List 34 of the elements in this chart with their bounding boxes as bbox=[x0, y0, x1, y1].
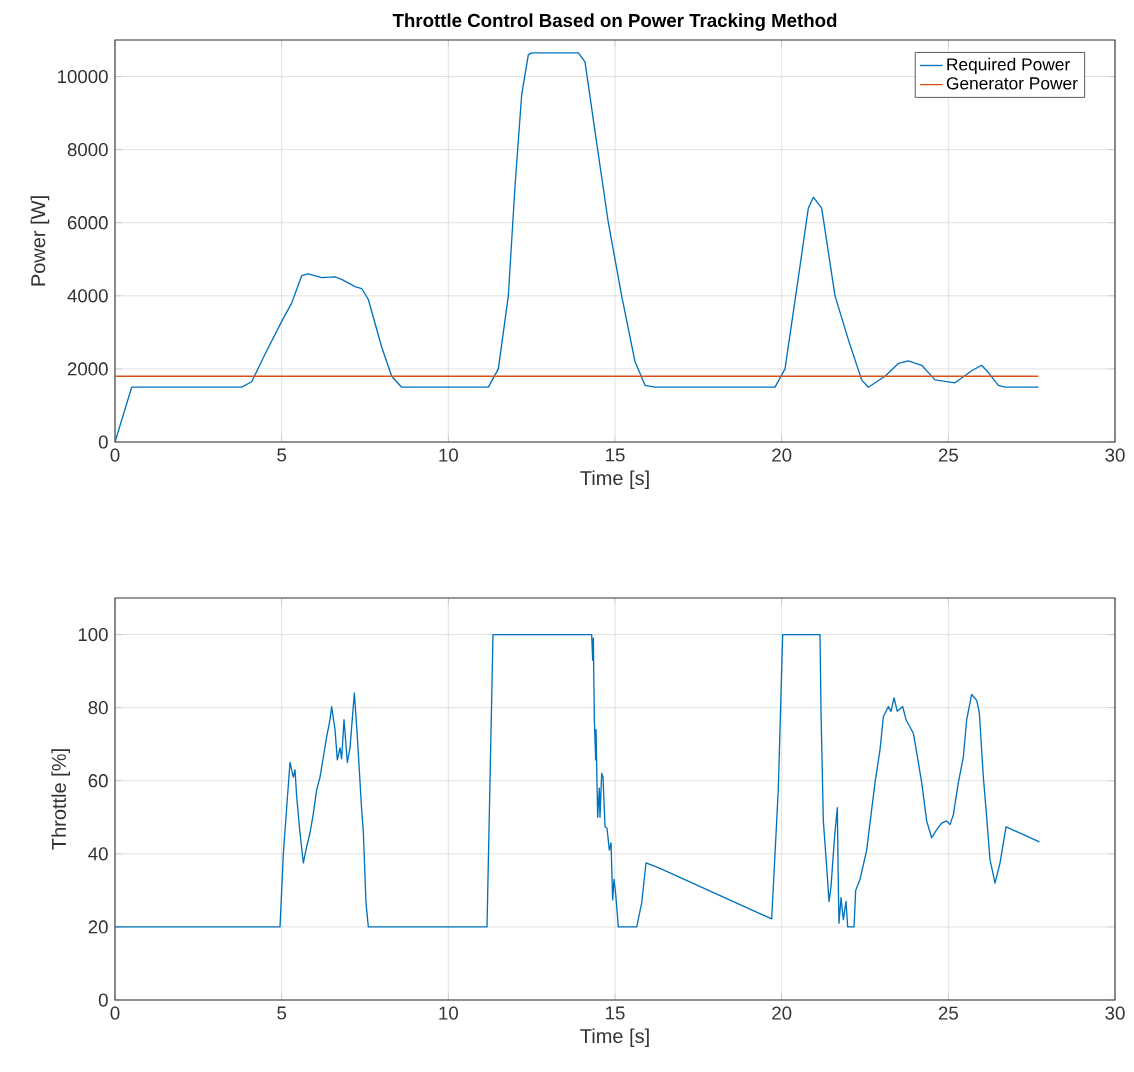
y-tick-label: 8000 bbox=[67, 143, 108, 157]
x-tick-label: 15 bbox=[606, 1006, 625, 1020]
y-axis-title: Throttle [%] bbox=[51, 749, 70, 850]
y-tick-label: 20 bbox=[88, 920, 108, 934]
x-tick-label: 10 bbox=[439, 1006, 458, 1020]
chart-title: Throttle Control Based on Power Tracking Method bbox=[392, 13, 837, 31]
x-tick-label: 10 bbox=[439, 448, 458, 462]
x-axis-title: Time [s] bbox=[580, 1028, 649, 1048]
y-tick-label: 4000 bbox=[67, 289, 108, 303]
y-tick-label: 40 bbox=[88, 847, 108, 861]
x-tick-label: 20 bbox=[772, 1006, 792, 1020]
legend-label: Generator Power bbox=[946, 77, 1078, 90]
x-tick-label: 30 bbox=[1105, 1006, 1125, 1020]
x-tick-label: 5 bbox=[277, 1006, 287, 1020]
y-tick-label: 60 bbox=[88, 774, 108, 788]
legend-label: Required Power bbox=[947, 57, 1070, 74]
line-series bbox=[115, 633, 1041, 928]
y-tick-label: 100 bbox=[78, 627, 108, 642]
y-tick-label: 0 bbox=[98, 993, 108, 1007]
y-tick-label: 80 bbox=[88, 701, 108, 715]
x-tick-label: 0 bbox=[110, 1006, 120, 1020]
x-tick-label: 30 bbox=[1105, 448, 1125, 462]
x-tick-label: 25 bbox=[938, 448, 958, 462]
x-tick-label: 15 bbox=[606, 448, 625, 462]
x-tick-label: 25 bbox=[938, 1006, 958, 1020]
x-tick-label: 5 bbox=[277, 448, 287, 462]
y-tick-label: 6000 bbox=[67, 216, 108, 230]
y-axis-title: Power [W] bbox=[30, 196, 50, 286]
x-axis-title: Time [s] bbox=[580, 470, 649, 490]
y-tick-label: 0 bbox=[98, 435, 108, 449]
y-tick-label: 2000 bbox=[67, 362, 108, 376]
x-tick-label: 0 bbox=[110, 448, 120, 462]
x-tick-label: 20 bbox=[772, 448, 792, 462]
y-tick-label: 10000 bbox=[58, 69, 108, 84]
